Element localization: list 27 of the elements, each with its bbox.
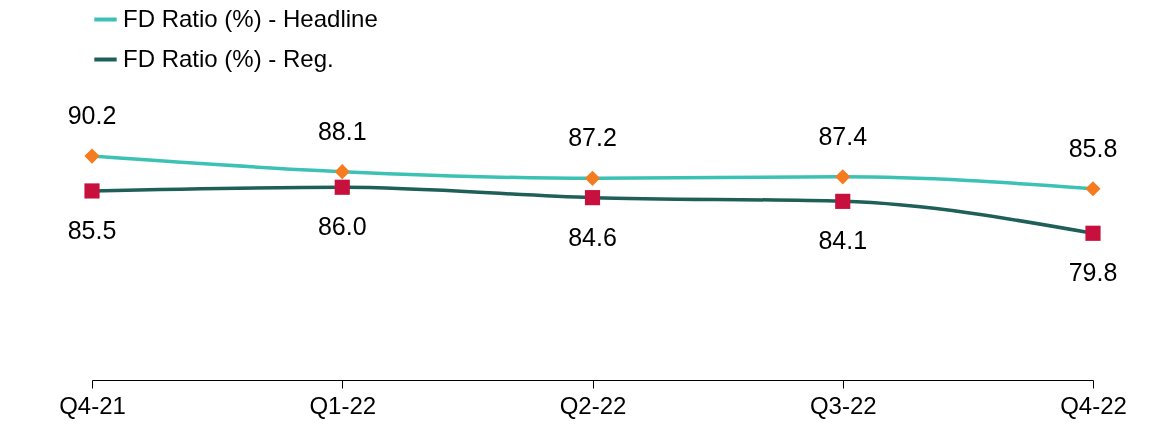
- point: [334, 179, 350, 195]
- point: [835, 193, 851, 209]
- data-label: 79.8: [1068, 258, 1118, 287]
- point: [1085, 181, 1101, 197]
- point: [84, 183, 100, 199]
- data-label: 87.4: [818, 121, 868, 150]
- x-tick-label: Q3-22: [809, 391, 877, 419]
- point: [584, 170, 601, 186]
- data-label: 85.8: [1068, 133, 1118, 162]
- data-label: 84.1: [818, 226, 868, 255]
- point: [835, 169, 851, 185]
- x-tick-label: Q4-22: [1060, 391, 1127, 419]
- data-label: 84.6: [568, 222, 617, 251]
- data-label: 88.1: [317, 116, 367, 145]
- point: [84, 148, 100, 164]
- x-tick-label: Q4-21: [59, 391, 126, 419]
- point: [334, 164, 350, 180]
- data-label: 87.2: [568, 123, 617, 152]
- x-tick-label: Q1-22: [309, 391, 377, 419]
- legend-label: FD Ratio (%) - Headline: [123, 4, 378, 32]
- legend-label: FD Ratio (%) - Reg.: [123, 44, 334, 72]
- data-label: 85.5: [67, 215, 117, 244]
- point: [1085, 225, 1101, 241]
- point: [584, 190, 601, 206]
- data-label: 86.0: [317, 212, 367, 241]
- x-tick-label: Q2-22: [559, 391, 627, 419]
- data-label: 90.2: [67, 101, 117, 130]
